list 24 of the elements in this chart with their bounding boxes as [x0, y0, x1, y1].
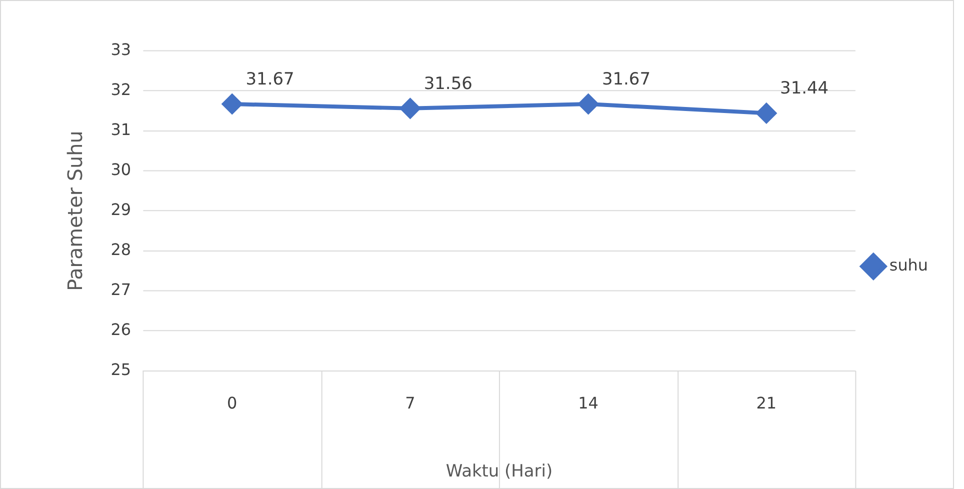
point	[400, 98, 420, 118]
point	[756, 103, 776, 124]
y-tick-label: 27	[110, 280, 132, 299]
data-label: 31.67	[246, 68, 294, 89]
y-tick-label: 26	[110, 320, 132, 340]
x-tick-label: 7	[405, 394, 416, 412]
data-label: 31.56	[424, 72, 472, 93]
x-tick-label: 21	[756, 394, 777, 412]
x-tick-label: 0	[227, 394, 238, 412]
y-tick-label: 32	[110, 80, 132, 99]
y-tick-label: 33	[110, 40, 132, 59]
y-tick-label: 28	[110, 240, 132, 259]
data-label: 31.44	[780, 78, 829, 98]
x-axis-title: Waktu (Hari)	[446, 460, 553, 480]
y-axis-title: Parameter Suhu	[64, 130, 88, 292]
legend-label: suhu	[889, 256, 928, 275]
point	[222, 94, 242, 114]
y-tick-label: 29	[110, 200, 132, 219]
x-tick-label: 14	[578, 394, 598, 412]
y-tick-label: 30	[110, 160, 132, 179]
y-tick-label: 25	[110, 360, 132, 380]
y-tick-label: 31	[110, 120, 132, 139]
point	[578, 94, 598, 114]
data-label: 31.67	[602, 68, 650, 89]
